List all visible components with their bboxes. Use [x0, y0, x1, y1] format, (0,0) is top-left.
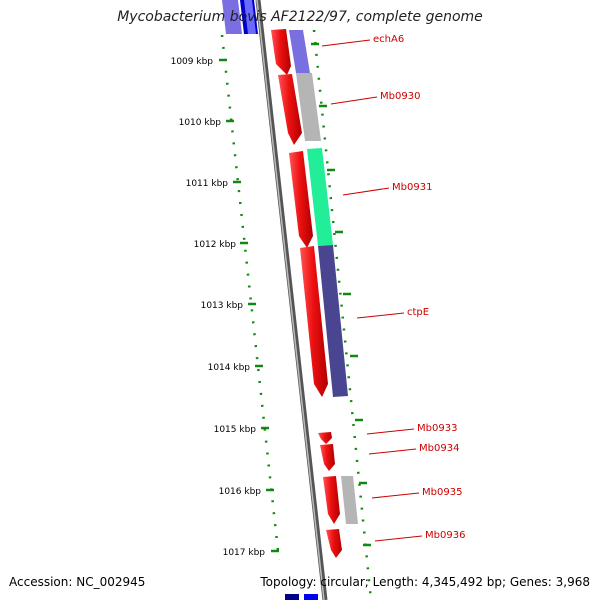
topology-summary: Topology: circular; Length: 4,345,492 bp… [260, 575, 590, 589]
label-Mb0935[interactable]: Mb0935 [422, 487, 462, 498]
gene-Mb0934-arrow[interactable] [320, 444, 335, 471]
gene-Mb0933-arrow[interactable] [318, 432, 332, 444]
gene-Mb0936-arrow[interactable] [326, 529, 342, 558]
label-Mb0931[interactable]: Mb0931 [392, 182, 432, 193]
leader-Mb0934 [368, 448, 417, 455]
ruler-label: 1009 kbp [171, 57, 214, 67]
ruler-label: 1016 kbp [219, 487, 262, 497]
ruler-dots-left [220, 34, 281, 561]
feature-track [289, 30, 358, 524]
ruler-label: 1014 kbp [208, 363, 251, 373]
cds-track [271, 29, 342, 558]
gene-labels: echA6 Mb0930 Mb0931 ctpE Mb0933 Mb0934 M… [321, 34, 465, 542]
leader-Mb0933 [366, 428, 415, 435]
accession-text: Accession: NC_002945 [9, 575, 146, 589]
label-Mb0934[interactable]: Mb0934 [419, 443, 459, 454]
ruler-label: 1013 kbp [201, 301, 244, 311]
feature-ctpE-block[interactable] [318, 245, 348, 397]
gene-ctpE-arrow[interactable] [300, 246, 328, 397]
ruler-label: 1011 kbp [186, 179, 229, 189]
label-echA6[interactable]: echA6 [373, 34, 404, 45]
leader-Mb0936 [374, 535, 423, 542]
feature-Mb0935-block[interactable] [341, 476, 358, 524]
genome-backbone [255, 0, 328, 600]
leader-ctpE [356, 312, 405, 319]
gene-Mb0931-arrow[interactable] [289, 151, 313, 248]
gene-Mb0930-arrow[interactable] [278, 74, 302, 145]
map-title: Mycobacterium bovis AF2122/97, complete … [117, 9, 483, 25]
label-Mb0933[interactable]: Mb0933 [417, 423, 457, 434]
gene-bottom-partial[interactable] [285, 594, 318, 600]
gene-top-partial[interactable] [222, 0, 258, 34]
leader-Mb0935 [371, 492, 420, 499]
ruler-ticks: 1009 kbp 1010 kbp 1011 kbp 1012 kbp 1013… [171, 57, 279, 558]
leader-echA6 [321, 39, 371, 47]
ruler-label: 1012 kbp [194, 240, 237, 250]
label-Mb0930[interactable]: Mb0930 [380, 91, 420, 102]
ruler-dots-right [312, 29, 373, 600]
feature-Mb0931-block[interactable] [307, 148, 333, 246]
ruler-label: 1010 kbp [179, 118, 222, 128]
leader-Mb0930 [330, 96, 378, 105]
right-track-ticks [311, 42, 371, 547]
label-ctpE[interactable]: ctpE [407, 307, 429, 318]
feature-echA6-block[interactable] [289, 30, 310, 73]
gene-echA6-arrow[interactable] [271, 29, 291, 75]
ruler-label: 1017 kbp [223, 548, 266, 558]
feature-Mb0930-block[interactable] [296, 73, 321, 141]
ruler-label: 1015 kbp [214, 425, 257, 435]
label-Mb0936[interactable]: Mb0936 [425, 530, 465, 541]
gene-Mb0935-arrow[interactable] [323, 476, 340, 524]
leader-Mb0931 [342, 187, 390, 196]
